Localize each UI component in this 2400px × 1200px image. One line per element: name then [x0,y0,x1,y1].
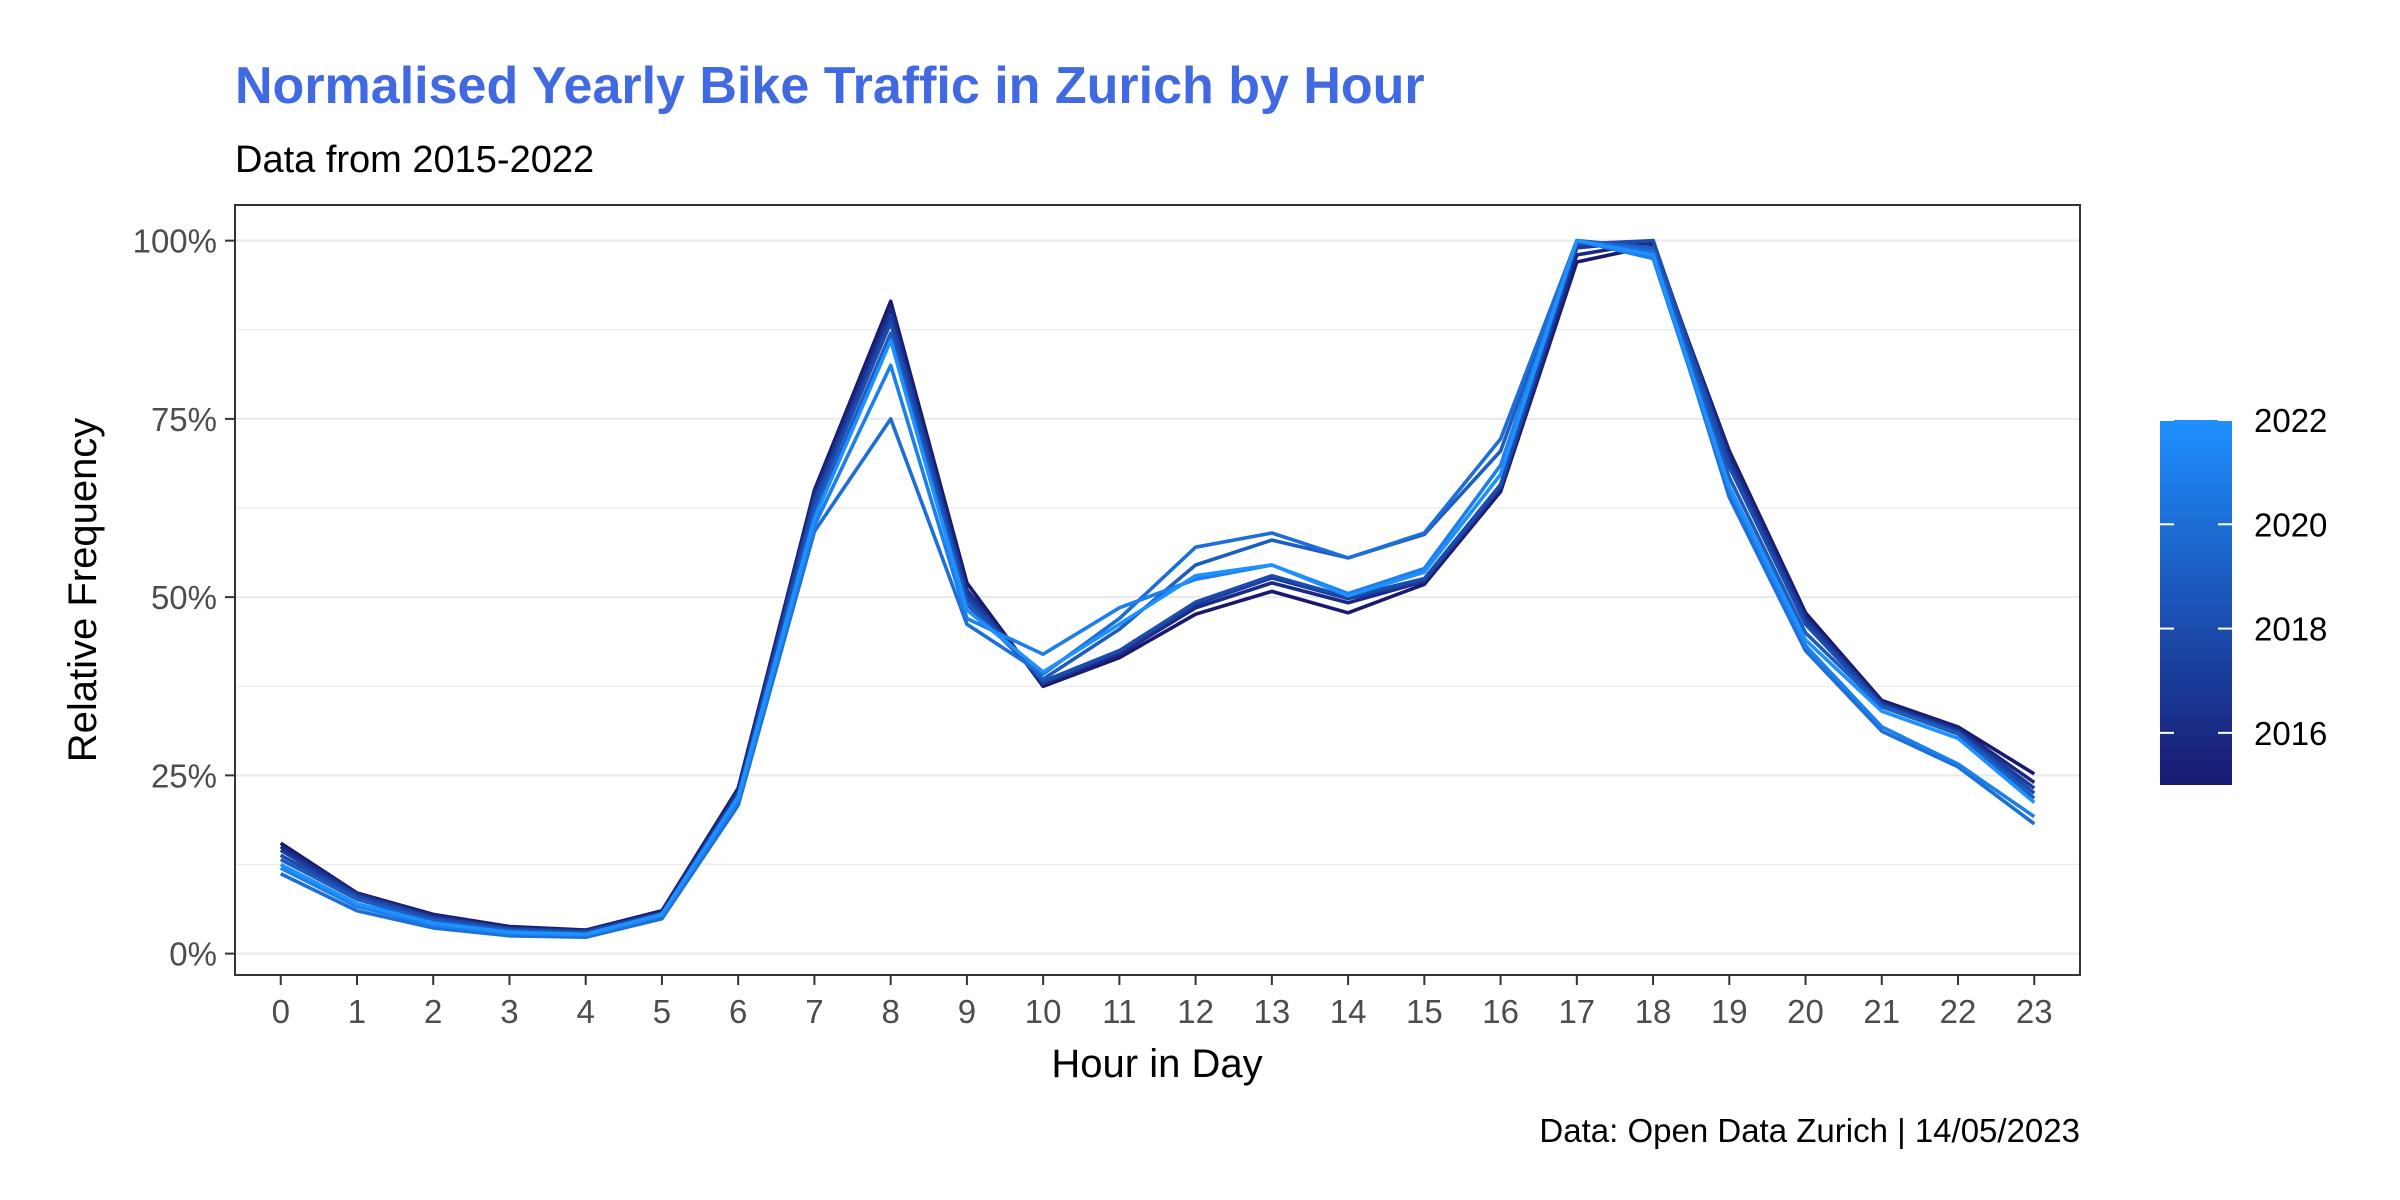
series-line-2015 [279,243,2036,932]
x-tick-label: 1 [348,993,366,1030]
legend-label: 2016 [2254,715,2327,752]
legend-label: 2022 [2254,402,2327,439]
x-tick-label: 0 [272,993,290,1030]
y-tick-label: 0% [169,936,217,973]
series-line-2018 [279,238,2036,934]
x-tick-label: 13 [1254,993,1291,1030]
legend-colorbar [2160,420,2232,785]
x-tick-label: 19 [1711,993,1748,1030]
x-tick-label: 16 [1482,993,1519,1030]
x-tick-label: 21 [1863,993,1900,1030]
x-tick-label: 15 [1406,993,1443,1030]
y-tick-label: 50% [151,579,217,616]
x-tick-label: 3 [500,993,518,1030]
x-tick-label: 10 [1025,993,1062,1030]
x-tick-label: 2 [424,993,442,1030]
x-tick-label: 17 [1558,993,1595,1030]
x-tick-label: 12 [1177,993,1214,1030]
x-tick-label: 18 [1635,993,1672,1030]
legend-label: 2018 [2254,611,2327,648]
series-line-2019 [279,238,2036,936]
series-lines [279,238,2036,939]
x-tick-label: 22 [1940,993,1977,1030]
x-axis-title: Hour in Day [1051,1042,1262,1086]
x-tick-label: 14 [1330,993,1367,1030]
x-tick-label: 9 [958,993,976,1030]
series-line-2021 [279,238,2036,937]
axis-ticks: 0 1 2 3 4 5 6 7 8 9 10 11 12 13 14 15 16 17 18 19 20 21 22 230%… [133,223,2053,1030]
series-line-2017 [279,238,2036,934]
series-line-2022 [279,238,2036,937]
chart-caption: Data: Open Data Zurich | 14/05/2023 [1539,1112,2080,1149]
x-tick-label: 5 [653,993,671,1030]
panel-border [234,204,2081,976]
chart-title: Normalised Yearly Bike Traffic in Zurich… [235,57,1425,115]
x-tick-label: 7 [805,993,823,1030]
chart-subtitle: Data from 2015-2022 [235,139,594,181]
series-line-2016 [279,240,2036,933]
x-tick-label: 6 [729,993,747,1030]
y-axis-title: Relative Frequency [61,418,105,763]
y-tick-label: 25% [151,757,217,794]
x-tick-label: 20 [1787,993,1824,1030]
series-line-2020 [279,238,2036,939]
y-tick-label: 75% [151,401,217,438]
x-tick-label: 11 [1102,993,1136,1030]
x-tick-label: 4 [577,993,595,1030]
y-tick-label: 100% [133,223,217,260]
legend: 2016 2018 2020 2022 [2160,402,2327,752]
x-tick-label: 8 [881,993,899,1030]
x-tick-label: 23 [2016,993,2053,1030]
legend-label: 2020 [2254,506,2327,543]
